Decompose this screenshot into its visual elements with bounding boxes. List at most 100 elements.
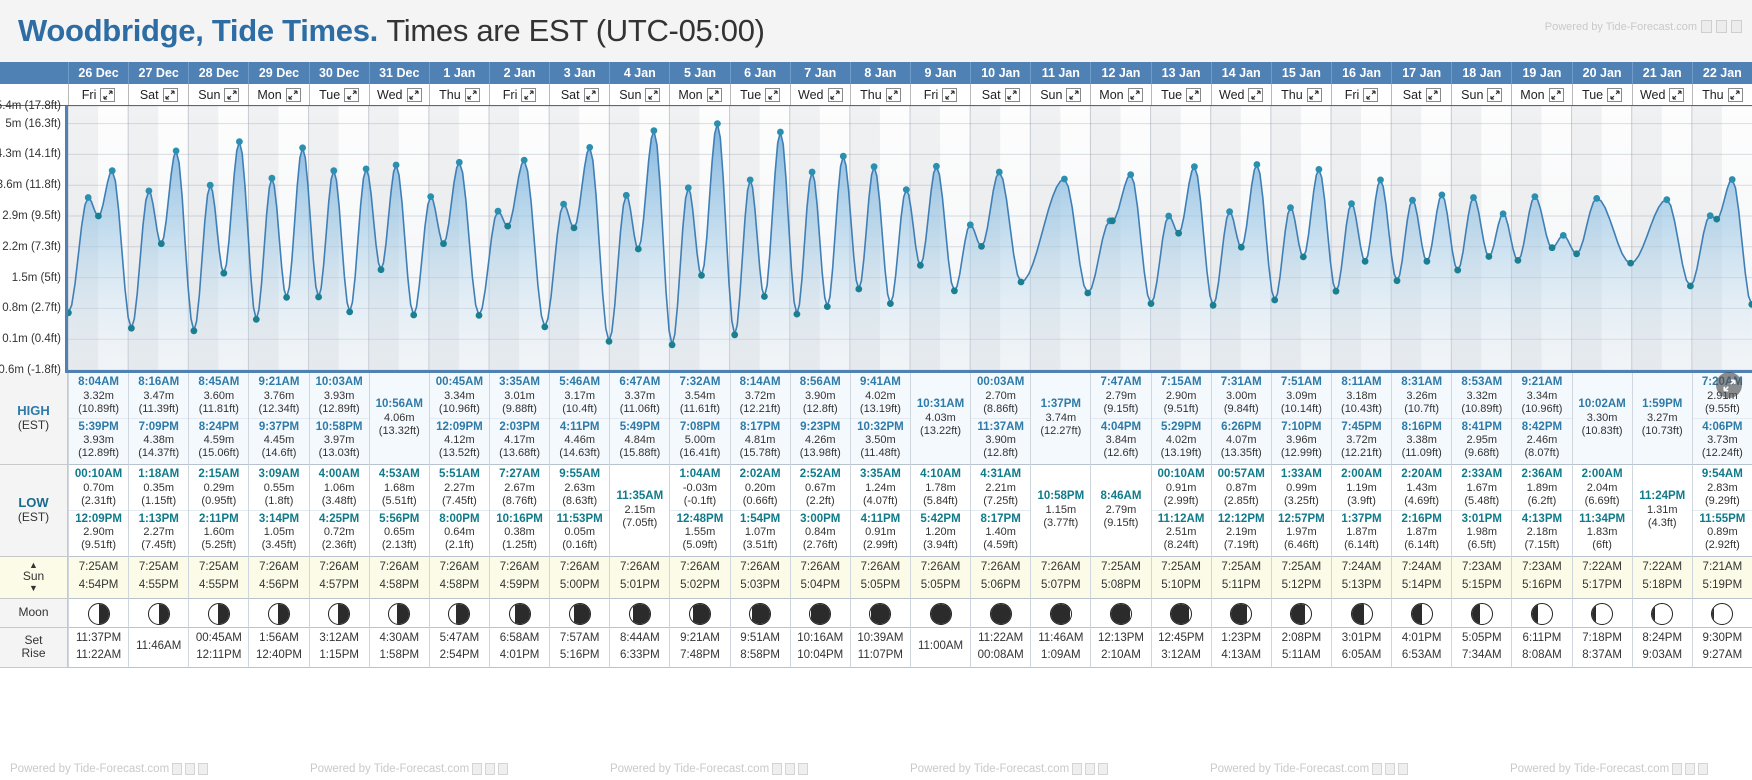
expand-icon[interactable] xyxy=(162,87,178,102)
weekday-header-cell[interactable]: Tue xyxy=(308,84,369,105)
tide-time: 2:52AM xyxy=(799,468,841,480)
moon-phase-cell xyxy=(428,598,489,628)
moon-set-time: 1:23PM xyxy=(1221,631,1262,644)
tide-height-ft: (0.16ft) xyxy=(562,539,598,552)
expand-icon[interactable] xyxy=(521,87,537,102)
expand-icon[interactable] xyxy=(1669,87,1685,102)
date-header-row: 26 Dec 27 Dec 28 Dec 29 Dec 30 Dec 31 Dec 1 Ja… xyxy=(0,62,1752,84)
tide-height-m: 1.24m xyxy=(865,481,896,494)
moon-setrise-cell: 1:56AM 12:40PM xyxy=(248,627,309,669)
tide-height-m: 3.47m xyxy=(143,389,174,402)
weekday-header-cell[interactable]: Sun xyxy=(609,84,669,105)
expand-icon[interactable] xyxy=(765,87,781,102)
moon-setrise-cell: 4:30AM 1:58PM xyxy=(368,627,429,669)
moon-rise-time: 12:40PM xyxy=(255,648,302,661)
datebar-corner xyxy=(0,62,68,84)
moon-set-time: 10:39AM xyxy=(857,631,904,644)
expand-icon[interactable] xyxy=(464,87,480,102)
chart-now-badge-icon[interactable] xyxy=(1716,372,1742,398)
weekday-header-cell[interactable]: Sun xyxy=(1030,84,1090,105)
tide-time: 3:09AM xyxy=(258,468,300,480)
expand-icon[interactable] xyxy=(224,87,240,102)
expand-icon[interactable] xyxy=(1127,87,1143,102)
expand-icon[interactable] xyxy=(1727,87,1743,102)
expand-icon[interactable] xyxy=(583,87,599,102)
weekday-header-cell[interactable]: Sat xyxy=(1391,84,1451,105)
y-axis-tick-label: 0.8m (2.7ft) xyxy=(2,302,61,315)
weekday-header-cell[interactable]: Tue xyxy=(1150,84,1211,105)
weekday-header-cell[interactable]: Wed xyxy=(368,84,429,105)
moon-setrise-cell: 7:18PM 8:37AM xyxy=(1571,627,1632,669)
low-tide-cell: 2:00AM 2.04m (6.69ft) 11:34PM 1.83m (6ft… xyxy=(1571,465,1632,557)
weekday-header-cell[interactable]: Fri xyxy=(68,84,128,105)
tide-time: 11:53PM xyxy=(556,512,603,525)
weekday-header-cell[interactable]: Thu xyxy=(1691,84,1752,105)
moon-shadow xyxy=(574,603,590,624)
expand-icon[interactable] xyxy=(344,87,360,102)
expand-icon[interactable] xyxy=(1066,87,1082,102)
moon-setrise-cell: 4:01PM 6:53AM xyxy=(1391,627,1452,669)
weekday-header-cell[interactable]: Tue xyxy=(1571,84,1632,105)
weekday-header-cell[interactable]: Fri xyxy=(488,84,549,105)
weekday-header-cell[interactable]: Sat xyxy=(128,84,188,105)
date-header-cell: 4 Jan xyxy=(609,62,669,84)
chart-y-axis: 5.4m (17.8ft) 5m (16.3ft) 4.3m (14.1ft) 3.6… xyxy=(0,100,68,376)
expand-icon[interactable] xyxy=(285,87,301,102)
expand-icon[interactable] xyxy=(1248,87,1264,102)
expand-icon[interactable] xyxy=(1306,87,1322,102)
tide-height-m: 3.60m xyxy=(203,389,235,402)
weekday-header-cell[interactable]: Sat xyxy=(549,84,609,105)
expand-icon[interactable] xyxy=(827,87,843,102)
tide-time: 2:11PM xyxy=(199,512,239,525)
date-header-cell: 28 Dec xyxy=(188,62,248,84)
expand-icon[interactable] xyxy=(100,87,116,102)
weekday-header-cell[interactable]: Sun xyxy=(188,84,248,105)
tide-height-ft: (10.96ft) xyxy=(438,402,480,415)
weekday-header-cell[interactable]: Fri xyxy=(909,84,970,105)
weekday-header-cell[interactable]: Thu xyxy=(1270,84,1331,105)
weekday-header-cell[interactable]: Thu xyxy=(849,84,910,105)
weekday-header-cell[interactable]: Tue xyxy=(729,84,790,105)
weekday-header-cell[interactable]: Sun xyxy=(1451,84,1511,105)
tide-time: 2:03PM xyxy=(499,420,540,433)
moon-setrise-cell: 9:51AM 8:58PM xyxy=(729,627,790,669)
expand-icon[interactable] xyxy=(1607,87,1623,102)
tide-time: 8:11AM xyxy=(1341,376,1382,388)
weekday-header-cell[interactable]: Wed xyxy=(789,84,850,105)
weekday-header-cell[interactable]: Mon xyxy=(248,84,308,105)
tide-event: 11:34PM 1.83m (6ft) xyxy=(1572,509,1632,554)
weekday-header-cell[interactable]: Wed xyxy=(1631,84,1692,105)
expand-icon[interactable] xyxy=(885,87,901,102)
tide-event: 4:06PM 3.73m (12.24ft) xyxy=(1692,417,1752,462)
tide-height-m: 3.96m xyxy=(1286,434,1317,447)
weekday-header-cell[interactable]: Mon xyxy=(1511,84,1571,105)
moon-phase-cell xyxy=(188,598,249,628)
weekday-header-cell[interactable]: Sat xyxy=(970,84,1030,105)
expand-icon[interactable] xyxy=(706,87,722,102)
weekday-header-cell[interactable]: Fri xyxy=(1330,84,1391,105)
moon-shadow xyxy=(396,603,410,624)
expand-icon[interactable] xyxy=(406,87,422,102)
tide-height-m: 3.76m xyxy=(263,389,295,402)
tide-height-m: 3.72m xyxy=(744,389,776,402)
expand-icon[interactable] xyxy=(942,87,958,102)
expand-icon[interactable] xyxy=(1487,87,1503,102)
tide-time: 5:29PM xyxy=(1160,420,1202,433)
expand-icon[interactable] xyxy=(1425,87,1441,102)
tide-height-ft: (6.5ft) xyxy=(1467,539,1497,552)
sunrise-time: 7:26AM xyxy=(319,561,359,573)
expand-icon[interactable] xyxy=(1186,87,1202,102)
weekday-header-cell[interactable]: Thu xyxy=(428,84,489,105)
tide-time: 3:14PM xyxy=(258,512,300,525)
weekday-header-cell[interactable]: Wed xyxy=(1210,84,1271,105)
expand-icon[interactable] xyxy=(1363,87,1379,102)
sun-cell: 7:26AM 4:57PM xyxy=(308,557,369,599)
expand-icon[interactable] xyxy=(1004,87,1020,102)
weekday-header-cell[interactable]: Mon xyxy=(1090,84,1150,105)
weekday-header-cell[interactable]: Mon xyxy=(669,84,729,105)
expand-icon[interactable] xyxy=(1548,87,1564,102)
tide-time: 3:00PM xyxy=(800,512,841,525)
expand-icon[interactable] xyxy=(645,87,661,102)
tide-height-m: 3.32m xyxy=(1466,389,1498,402)
moon-phase-cell xyxy=(1030,598,1091,628)
